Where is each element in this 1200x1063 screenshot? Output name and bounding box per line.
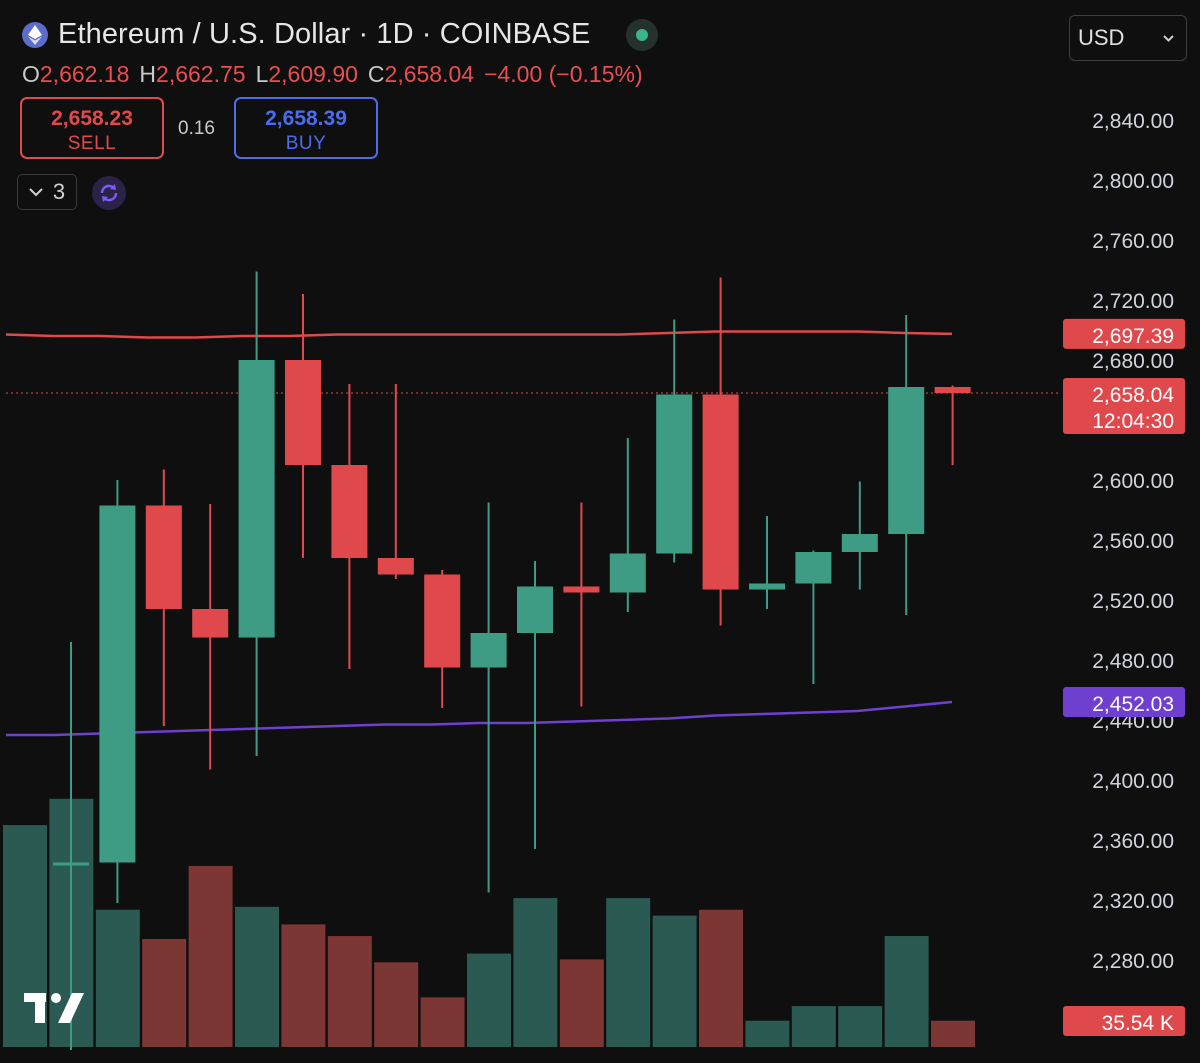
volume-bar [606,898,651,1047]
candle-body [934,387,971,393]
spread-value: 0.16 [178,118,215,139]
sell-button[interactable]: 2,658.23 SELL [20,97,164,159]
volume-bar [95,909,140,1047]
last-price-label: 2,658.04 [1092,384,1174,407]
candle-body [702,394,739,590]
y-axis-tick-label: 2,400.00 [1092,770,1174,793]
y-axis-tick-label: 2,720.00 [1092,290,1174,313]
lower-band-line [6,700,953,737]
candle-body [377,558,414,575]
sell-price: 2,658.23 [51,107,133,130]
y-axis-tick-label: 2,520.00 [1092,590,1174,613]
high-value: 2,662.75 [156,61,246,87]
y-axis-tick-label: 2,600.00 [1092,470,1174,493]
ethereum-icon [22,21,48,48]
volume-bar [884,936,929,1047]
volume-bar [467,953,511,1047]
candle-body [285,360,321,465]
lower-band-label: 2,452.03 [1092,693,1174,716]
sync-icon[interactable] [92,176,126,210]
volume-bar [513,898,558,1047]
last-price-label: 12:04:30 [1092,410,1174,433]
candle-body [841,534,878,552]
volume-bar [235,906,279,1047]
candle-body [238,360,275,638]
candle-body [99,505,136,863]
buy-button[interactable]: 2,658.39 BUY [234,97,378,159]
volume-bar [374,962,419,1047]
candle-body [192,609,229,638]
symbol-title[interactable]: Ethereum / U.S. Dollar · 1D · COINBASE [58,18,591,50]
y-axis-tick-label: 2,560.00 [1092,530,1174,553]
volume-bar [652,915,697,1047]
indicators-toggle-button[interactable]: 3 [17,174,77,210]
candle-body [145,505,182,609]
y-axis-tick-label: 2,360.00 [1092,830,1174,853]
candle-body [609,553,646,593]
volume-bar [745,1020,790,1047]
currency-value: USD [1078,25,1125,50]
chevron-down-icon [1163,34,1174,42]
volume-bar [559,959,604,1047]
candle-body [53,862,89,866]
upper-band-label: 2,697.39 [1092,325,1174,348]
volume-bar [188,865,233,1047]
volume-bar [327,936,372,1047]
volume-bar [838,1006,883,1047]
chart-header: Ethereum / U.S. Dollar · 1D · COINBASE [22,18,659,51]
y-axis-tick-label: 2,280.00 [1092,950,1174,973]
last-price-badge [1063,378,1185,434]
change-value: −4.00 (−0.15%) [484,61,643,87]
candle-body [795,552,832,584]
low-value: 2,609.90 [268,61,358,87]
lower-band-badge [1063,686,1185,717]
volume-bar [699,909,743,1047]
volume-badge [1063,1006,1185,1036]
indicators-count: 3 [52,179,66,204]
candle-body [517,586,553,633]
y-axis-tick-label: 2,320.00 [1092,890,1174,913]
buy-label: BUY [285,133,327,154]
y-axis-tick-label: 2,840.00 [1092,110,1174,133]
sell-label: SELL [67,133,117,154]
volume-bar [281,924,326,1047]
ohlc-readout: O2,662.18 H2,662.75 L2,609.90 C2,658.04 −4.0… [22,61,643,87]
volume-label: 35.54 K [1102,1012,1174,1035]
candle-body [470,633,507,668]
candle-body [656,394,693,554]
candle-body [331,465,368,558]
candle-body [749,583,785,590]
upper-band-badge [1063,318,1185,349]
candle-body [563,586,600,593]
close-value: 2,658.04 [384,61,475,87]
candle-body [424,574,461,668]
market-open-status-icon [626,18,659,51]
y-axis-tick-label: 2,680.00 [1092,350,1174,373]
currency-select[interactable]: USD [1069,15,1187,61]
tradingview-logo[interactable] [24,991,88,1030]
volume-bar [420,997,465,1047]
y-axis-tick-label: 2,800.00 [1092,170,1174,193]
chevron-down-icon [29,187,43,196]
open-value: 2,662.18 [39,61,130,87]
y-axis-tick-label: 2,760.00 [1092,230,1174,253]
buy-price: 2,658.39 [265,107,347,130]
candle-body [888,387,925,534]
volume-bar [791,1006,836,1047]
upper-band-line [5,330,953,339]
volume-bar [142,938,187,1047]
volume-bar [931,1020,975,1047]
y-axis-tick-label: 2,480.00 [1092,650,1174,673]
